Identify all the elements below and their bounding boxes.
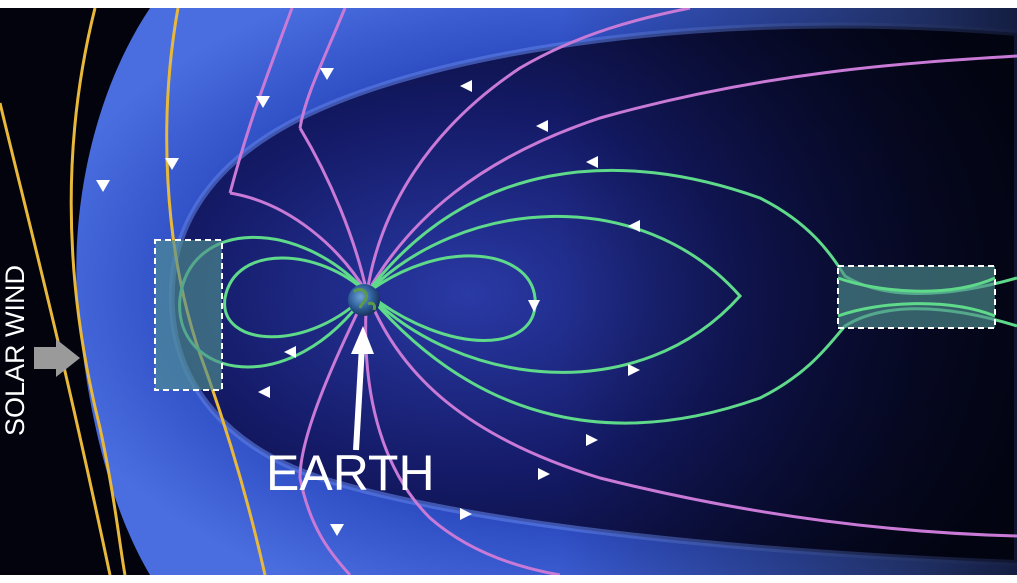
open-field-line: [365, 8, 691, 294]
open-field-line: [229, 191, 369, 294]
solar-wind-arrow-icon: [34, 339, 80, 377]
field-arrow: [460, 508, 472, 520]
field-arrow: [256, 96, 270, 108]
field-arrow: [96, 180, 110, 192]
open-field-line: [298, 127, 369, 294]
open-field-line: [298, 292, 369, 575]
field-arrow: [320, 68, 334, 80]
solar-wind-field-line: [69, 8, 127, 575]
open-field-line: [298, 8, 347, 129]
field-arrow: [258, 386, 270, 398]
field-arrow: [538, 468, 550, 480]
field-arrow: [284, 346, 296, 358]
open-field-line: [365, 54, 1017, 294]
open-field-lines: [228, 8, 1017, 575]
closed-field-line: [366, 254, 537, 342]
solar-wind-field-line: [0, 102, 112, 575]
solar-wind-label: SOLAR WIND: [0, 265, 30, 436]
earth-globe-icon: [348, 284, 380, 316]
field-arrow: [628, 364, 640, 376]
field-arrow: [628, 220, 640, 232]
field-arrow: [586, 156, 598, 168]
earth-label: EARTH: [266, 445, 435, 501]
dayside-reconnection-box: [154, 239, 223, 391]
field-direction-arrows: [96, 68, 640, 536]
field-arrow: [536, 120, 548, 132]
field-arrow: [330, 524, 344, 536]
magnetosphere-diagram: EARTH SOLAR WIND: [0, 8, 1017, 575]
earth-pointer-arrow-icon: [351, 326, 374, 451]
field-arrow: [165, 158, 179, 170]
field-arrow: [586, 434, 598, 446]
open-field-line: [365, 292, 1017, 538]
tail-reconnection-box: [837, 265, 996, 329]
field-arrow: [460, 80, 472, 92]
closed-field-line: [365, 215, 743, 374]
open-field-line: [364, 292, 561, 575]
tail-x-line: [837, 276, 996, 318]
closed-field-line: [223, 256, 369, 339]
open-field-line: [228, 8, 294, 194]
magnetosphere-svg: EARTH SOLAR WIND: [0, 8, 1017, 575]
field-arrow: [528, 300, 540, 312]
